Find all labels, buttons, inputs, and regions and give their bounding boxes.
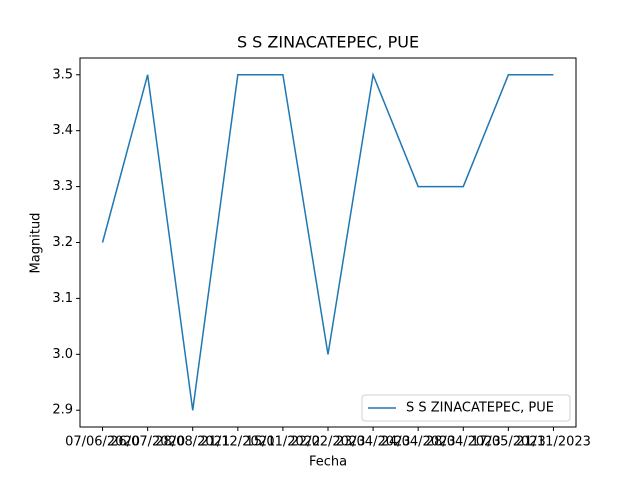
x-axis-label: Fecha: [309, 455, 347, 470]
x-tick-label: 23/04/2023: [336, 435, 411, 450]
x-tick-label: 22/02/2023: [291, 435, 366, 450]
y-tick-label: 3.0: [52, 347, 73, 362]
y-tick-label: 3.5: [52, 67, 73, 82]
legend-label: S S ZINACATEPEC, PUE: [406, 401, 554, 416]
y-tick-label: 3.4: [52, 123, 73, 138]
y-axis-label: Magnitud: [29, 213, 44, 274]
x-tick-label: 21/11/2023: [516, 435, 591, 450]
legend-box: [361, 394, 571, 422]
x-tick-label: 21/12/2021: [200, 435, 275, 450]
x-tick-label: 17/05/2023: [471, 435, 546, 450]
x-tick-label: 15/01/2022: [245, 435, 320, 450]
x-tick-label: 24/04/2023: [381, 435, 456, 450]
y-tick-label: 3.1: [52, 291, 73, 306]
y-tick-label: 3.3: [52, 179, 73, 194]
y-tick-label: 3.2: [52, 235, 73, 250]
y-tick-label: 2.9: [52, 403, 73, 418]
x-tick-label: 26/07/2020: [110, 435, 185, 450]
x-tick-label: 07/06/2020: [65, 435, 140, 450]
plot-area: [79, 57, 577, 428]
x-tick-label: 28/08/2021: [155, 435, 230, 450]
chart-title: S S ZINACATEPEC, PUE: [237, 33, 419, 52]
line-series: [101, 71, 554, 411]
x-tick-label: 28/04/2023: [426, 435, 501, 450]
